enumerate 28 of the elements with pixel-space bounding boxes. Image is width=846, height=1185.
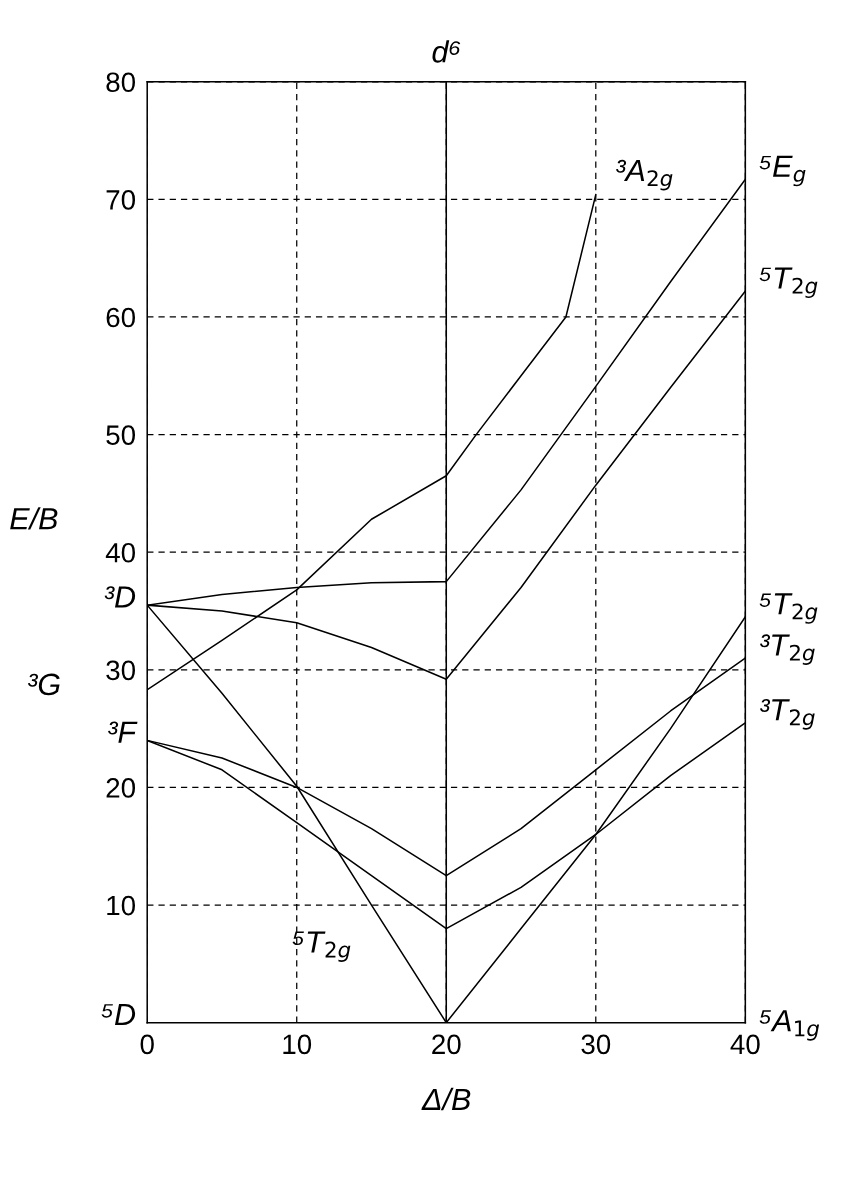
annotation: ⁵T$_{2g}$	[292, 931, 351, 962]
text: ⁵D	[101, 1003, 136, 1025]
annotation: ³A$_{2g}$	[616, 159, 673, 191]
x-tick-label: 40	[730, 1034, 760, 1055]
y-axis-title: E/B	[10, 507, 58, 530]
x-tick-label: 20	[432, 1034, 461, 1055]
annotation: ⁵E$_{g}$	[759, 155, 806, 187]
y-tick-label: 50	[106, 425, 136, 445]
y-tick-label: 80	[106, 72, 136, 93]
annotation: ³T$_{2g}$	[760, 698, 815, 730]
y-tick-label: 10	[107, 895, 136, 916]
y-tick-label: 20	[106, 778, 136, 798]
x-tick-label: 30	[581, 1034, 611, 1055]
y-tick-label: 30	[106, 660, 136, 681]
y-tick-label: 60	[106, 307, 136, 328]
annotation: ³G	[27, 673, 60, 696]
annotation: ⁵T$_{2g}$	[759, 267, 818, 298]
y-tick-label: 70	[106, 190, 136, 210]
annotation: ⁵T$_{2g}$	[759, 593, 818, 624]
chart-title: d⁶	[432, 40, 461, 63]
x-axis-title: Δ/B	[421, 1087, 471, 1111]
text: ⁵A$_{1g}$	[759, 1010, 820, 1041]
annotation: ³T$_{2g}$	[760, 634, 815, 665]
y-tick-label: 40	[105, 542, 136, 563]
x-tick-label: 0	[140, 1034, 154, 1055]
annotation: ³D	[104, 586, 136, 608]
x-tick-label: 10	[283, 1034, 312, 1055]
annotation: ³F	[108, 721, 138, 743]
